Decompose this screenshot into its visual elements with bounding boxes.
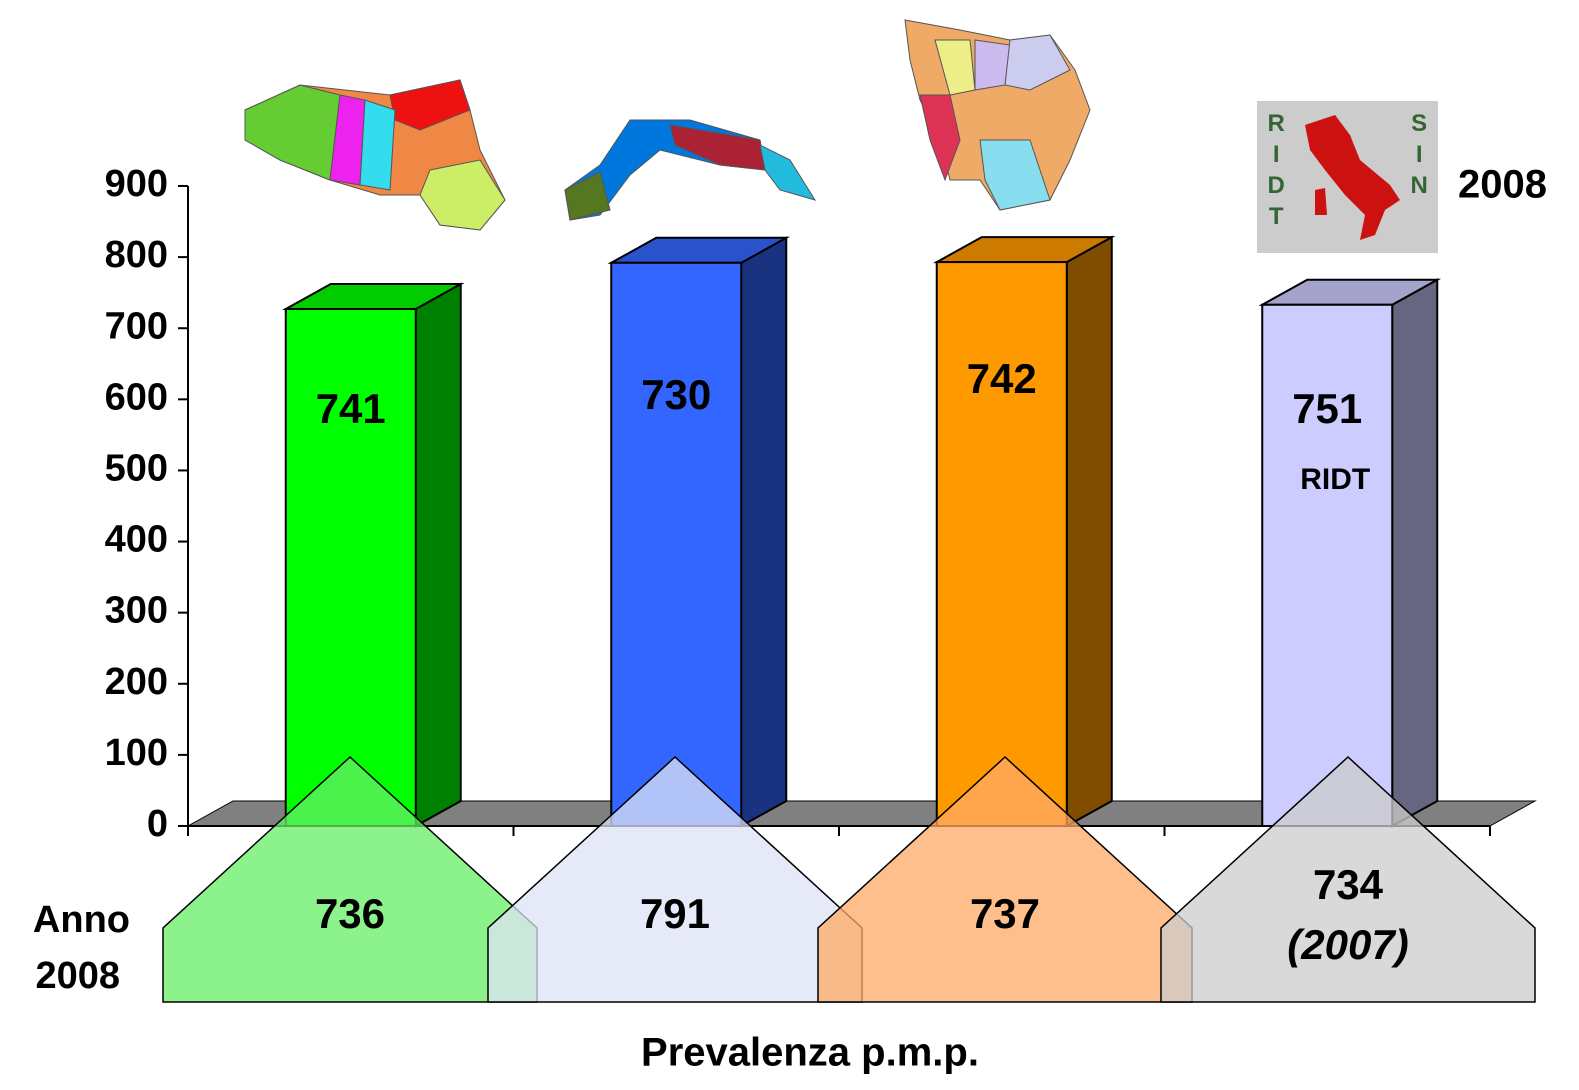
bottom-annotation: 737 <box>970 890 1040 937</box>
bottom-annotation: 791 <box>640 890 710 937</box>
bar <box>1258 278 1442 828</box>
row-label: Anno <box>33 899 130 941</box>
bar-front <box>1261 303 1394 827</box>
bar-annotation: 730 <box>641 371 711 418</box>
y-tick-label: 800 <box>105 234 168 276</box>
bottom-box <box>817 755 1193 1003</box>
bar-side <box>740 236 788 828</box>
y-tick-label: 500 <box>105 447 168 489</box>
bar-annotation: 741 <box>316 385 386 432</box>
bar <box>607 236 791 828</box>
bottom-annotation: 734 <box>1313 861 1384 908</box>
logo-year: 2008 <box>1458 163 1547 207</box>
bar-front <box>935 261 1068 828</box>
x-axis-label: Prevalenza p.m.p. <box>641 1031 979 1075</box>
bottom-annotation: 736 <box>315 890 385 937</box>
logo-ridt-sin: RIDT SIN <box>1257 101 1438 253</box>
logo-left: RIDT <box>1263 110 1290 234</box>
bottom-note: (2007) <box>1287 921 1408 968</box>
y-tick-label: 400 <box>105 519 168 561</box>
bottom-box <box>1160 755 1536 1003</box>
bar-annotation: 742 <box>967 355 1037 402</box>
map-toscana <box>904 19 1091 211</box>
bar-front <box>284 308 417 827</box>
bottom-box <box>162 755 538 1003</box>
bar-side <box>1065 235 1113 828</box>
bar-note: RIDT <box>1300 463 1370 496</box>
map-emilia <box>244 79 506 231</box>
row-label: 2008 <box>35 955 120 997</box>
y-tick-label: 600 <box>105 376 168 418</box>
y-tick-label: 200 <box>105 661 168 703</box>
bottom-box <box>487 755 863 1003</box>
y-tick-label: 0 <box>147 803 168 845</box>
bar-side <box>414 282 462 828</box>
bar-front <box>610 261 743 827</box>
y-tick-label: 700 <box>105 305 168 347</box>
y-tick-label: 900 <box>105 163 168 205</box>
bar <box>932 235 1116 828</box>
y-tick-label: 100 <box>105 732 168 774</box>
logo-right: SIN <box>1406 110 1433 203</box>
map-liguria <box>564 119 817 221</box>
bar <box>281 282 465 828</box>
bar-side <box>1391 278 1439 828</box>
bar-annotation: 751 <box>1292 385 1362 432</box>
y-tick-label: 300 <box>105 590 168 632</box>
